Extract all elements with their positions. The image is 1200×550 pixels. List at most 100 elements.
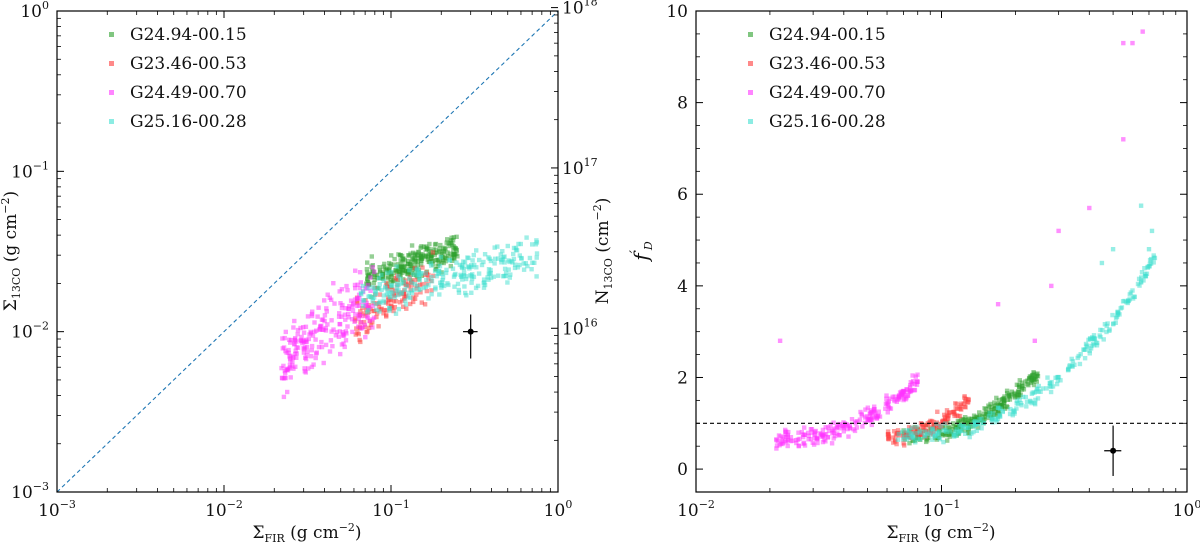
scatter-point [951, 433, 956, 438]
scatter-point [290, 359, 295, 364]
left-error-bar [463, 314, 478, 359]
scatter-point [942, 412, 947, 418]
scatter-point [423, 284, 429, 290]
scatter-point [805, 430, 811, 436]
scatter-point [495, 244, 500, 249]
scatter-point [377, 292, 383, 297]
right-x-tick-label: 100 [1173, 498, 1200, 521]
scatter-point [1029, 377, 1034, 383]
scatter-point [774, 437, 779, 442]
scatter-point [401, 279, 406, 285]
scatter-point [534, 274, 539, 279]
scatter-point [947, 429, 953, 434]
scatter-point [837, 433, 842, 438]
scatter-point [295, 345, 301, 350]
scatter-point [358, 309, 363, 314]
scatter-point [965, 417, 971, 422]
right-error-bar [1104, 425, 1122, 476]
scatter-point [871, 407, 877, 412]
scatter-point [367, 294, 372, 299]
scatter-point [348, 298, 354, 303]
scatter-point [809, 430, 814, 435]
scatter-point [1142, 266, 1147, 271]
scatter-point [452, 245, 457, 250]
scatter-point [506, 267, 511, 272]
scatter-point [427, 241, 432, 247]
scatter-point [796, 430, 801, 435]
scatter-point [1050, 384, 1056, 389]
scatter-point [937, 437, 943, 442]
scatter-point [885, 403, 890, 408]
scatter-point [1035, 396, 1041, 401]
left-axis-ticks [56, 7, 559, 493]
scatter-point [989, 404, 995, 409]
scatter-point [287, 354, 292, 359]
scatter-point [415, 272, 420, 278]
scatter-point [986, 414, 992, 419]
left-y2-tick-label: 1016 [562, 316, 598, 339]
scatter-point [796, 444, 802, 449]
scatter-point [349, 317, 355, 322]
scatter-point [1127, 292, 1132, 297]
scatter-point [841, 429, 846, 434]
scatter-point [343, 317, 348, 322]
scatter-point [384, 281, 389, 286]
scatter-point [394, 264, 399, 269]
scatter-point [416, 249, 421, 255]
scatter-point [396, 273, 401, 279]
scatter-point [355, 282, 360, 287]
scatter-point [372, 291, 378, 296]
scatter-point [524, 235, 529, 240]
scatter-point [418, 287, 423, 292]
legend-marker [109, 32, 114, 37]
right-y-axis-title: f′D [628, 241, 655, 263]
scatter-point [901, 441, 906, 446]
scatter-point [437, 263, 443, 269]
scatter-point [832, 433, 838, 439]
scatter-point [304, 353, 309, 358]
scatter-point [963, 431, 968, 436]
scatter-point [415, 262, 420, 268]
scatter-point [313, 355, 318, 361]
scatter-point [1018, 392, 1023, 397]
scatter-point [1107, 327, 1112, 332]
scatter-point [884, 396, 889, 401]
scatter-point [948, 432, 954, 437]
scatter-point [372, 274, 377, 279]
scatter-point [869, 414, 874, 419]
scatter-point [1094, 343, 1100, 348]
scatter-point [479, 262, 485, 268]
left-panel: 10−3 10−2 10−1 100 10−3 10−2 10−1 100 1016 1017 10… [0, 0, 615, 545]
scatter-point [329, 329, 334, 334]
left-reference-line [56, 10, 559, 493]
scatter-point [846, 423, 851, 428]
scatter-point [500, 249, 505, 254]
scatter-point [402, 294, 408, 300]
scatter-point [918, 430, 923, 435]
scatter-point [902, 434, 907, 439]
scatter-point [799, 429, 804, 435]
scatter-point [841, 420, 846, 425]
scatter-point [802, 443, 808, 448]
scatter-point [486, 277, 491, 282]
scatter-point [915, 436, 920, 441]
scatter-point [292, 342, 297, 347]
scatter-point [404, 269, 410, 274]
scatter-point [941, 439, 946, 445]
scatter-point [500, 257, 505, 262]
scatter-point [301, 325, 306, 330]
scatter-point [437, 292, 442, 297]
scatter-point [383, 284, 388, 289]
scatter-point [481, 259, 486, 265]
scatter-point [966, 421, 971, 426]
scatter-point [429, 288, 434, 293]
scatter-point [362, 322, 368, 328]
scatter-point [473, 285, 479, 291]
scatter-point [450, 238, 456, 243]
scatter-point [502, 254, 507, 259]
scatter-point [950, 427, 956, 432]
scatter-point [344, 331, 349, 336]
scatter-point [890, 394, 895, 399]
scatter-point [521, 261, 526, 266]
scatter-point [376, 324, 381, 329]
